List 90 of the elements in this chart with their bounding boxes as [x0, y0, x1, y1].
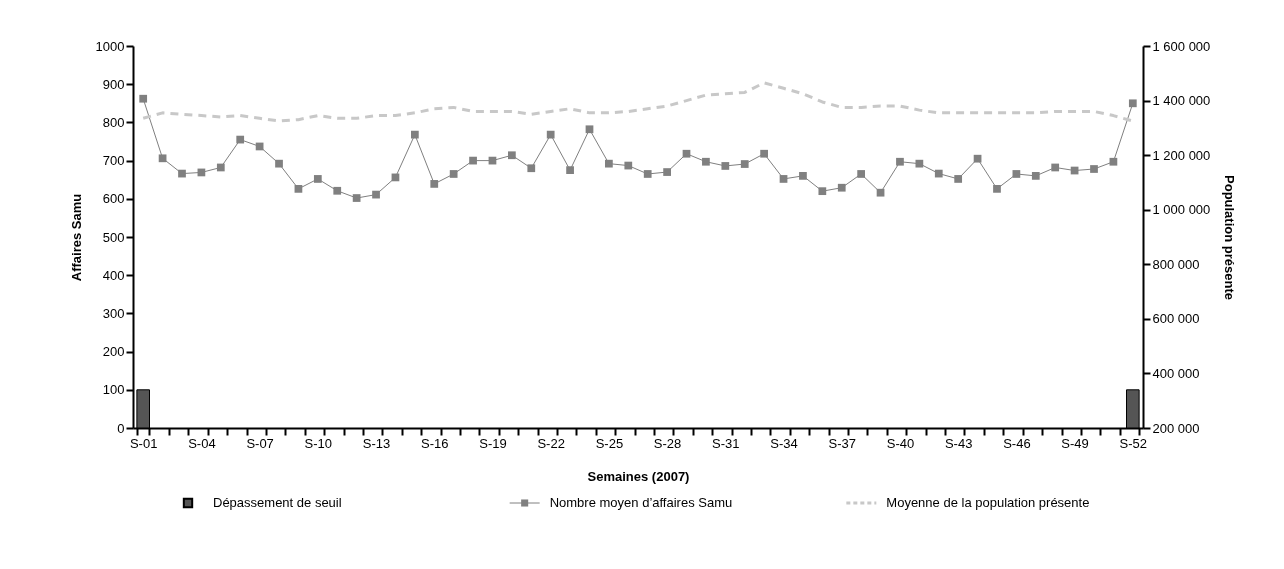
- y-tick-label: 600: [102, 191, 125, 207]
- point: [275, 159, 283, 168]
- x-tick-label: S-37: [828, 435, 856, 451]
- y-tick-label: 100: [102, 382, 125, 398]
- y-tick-label: 1000: [95, 38, 125, 54]
- y2-tick-label: 400 000: [1152, 365, 1200, 381]
- x-tick-label: S-13: [362, 435, 391, 451]
- point: [449, 170, 458, 178]
- point: [508, 151, 516, 160]
- y-axis-title: Affaires Samu: [68, 193, 84, 282]
- point: [352, 194, 361, 202]
- legend-label: Nombre moyen d’affaires Samu: [549, 495, 733, 510]
- point: [1128, 99, 1137, 108]
- x-tick-label: S-43: [944, 435, 973, 451]
- point: [294, 184, 303, 193]
- y2-tick-label: 1 000 000: [1152, 202, 1211, 218]
- point: [585, 125, 594, 134]
- point: [1012, 170, 1021, 178]
- point: [837, 183, 846, 192]
- point: [1109, 157, 1118, 166]
- point: [624, 161, 633, 170]
- x-tick-label: S-52: [1119, 435, 1148, 451]
- point: [1090, 165, 1098, 173]
- point: [721, 162, 730, 170]
- point: [139, 94, 148, 103]
- x-tick-label: S-16: [421, 435, 449, 451]
- y-tick-label: 800: [102, 114, 125, 130]
- x-tick-label: S-40: [886, 435, 915, 451]
- point: [876, 188, 885, 197]
- point: [372, 190, 380, 199]
- point: [663, 168, 671, 176]
- x-tick-label: S-46: [1003, 435, 1031, 451]
- point: [954, 175, 963, 183]
- y2-tick-label: 1 400 000: [1152, 93, 1211, 109]
- point: [313, 175, 322, 183]
- point: [818, 187, 827, 196]
- y2-tick-label: 200 000: [1152, 420, 1200, 436]
- point: [702, 157, 710, 166]
- y2-tick-label: 600 000: [1152, 311, 1200, 327]
- x-tick-label: S-19: [479, 435, 507, 451]
- y-tick-label: 700: [102, 153, 125, 169]
- x-tick-label: S-25: [595, 435, 624, 451]
- point: [158, 154, 167, 163]
- point: [993, 184, 1001, 193]
- y2-tick-label: 800 000: [1152, 256, 1200, 272]
- point: [973, 154, 982, 163]
- point: [779, 175, 788, 183]
- legend-label: Dépassement de seuil: [213, 495, 342, 510]
- y-tick-label: 0: [117, 420, 125, 436]
- point: [236, 135, 245, 144]
- point: [740, 160, 749, 168]
- point: [566, 166, 574, 175]
- point: [643, 170, 652, 178]
- point: [333, 186, 342, 195]
- y-tick-label: 500: [102, 229, 125, 245]
- point: [410, 130, 419, 139]
- point: [760, 149, 768, 158]
- x-tick-label: S-31: [712, 435, 740, 451]
- point: [1031, 172, 1040, 180]
- point: [605, 159, 613, 168]
- x-tick-label: S-07: [246, 435, 274, 451]
- point: [178, 169, 186, 178]
- y2-axis-title: Population présente: [1222, 175, 1238, 300]
- point: [216, 163, 225, 172]
- point: [915, 159, 924, 168]
- x-tick-label: S-34: [770, 435, 798, 451]
- x-tick-label: S-01: [129, 435, 158, 451]
- x-tick-label: S-28: [653, 435, 682, 451]
- y-tick-label: 300: [102, 305, 125, 321]
- x-axis-title: Semaines (2007): [587, 468, 690, 484]
- point: [896, 157, 904, 166]
- x-tick-label: S-10: [304, 435, 333, 451]
- x-tick-label: S-22: [537, 435, 565, 451]
- point: [546, 130, 555, 139]
- point: [934, 169, 943, 178]
- y-tick-label: 400: [102, 267, 125, 283]
- y-tick-label: 900: [102, 76, 125, 92]
- y2-tick-label: 1 200 000: [1152, 147, 1211, 163]
- point: [1051, 163, 1060, 172]
- point: [430, 180, 439, 188]
- y2-tick-label: 1 600 000: [1152, 38, 1211, 54]
- legend-label: Moyenne de la population présente: [886, 495, 1090, 510]
- point: [469, 156, 477, 165]
- x-tick-label: S-49: [1061, 435, 1089, 451]
- point: [527, 164, 536, 173]
- point: [682, 149, 691, 158]
- point: [799, 172, 807, 180]
- y-tick-label: 200: [102, 344, 125, 360]
- point: [857, 170, 866, 178]
- x-tick-label: S-04: [188, 435, 216, 451]
